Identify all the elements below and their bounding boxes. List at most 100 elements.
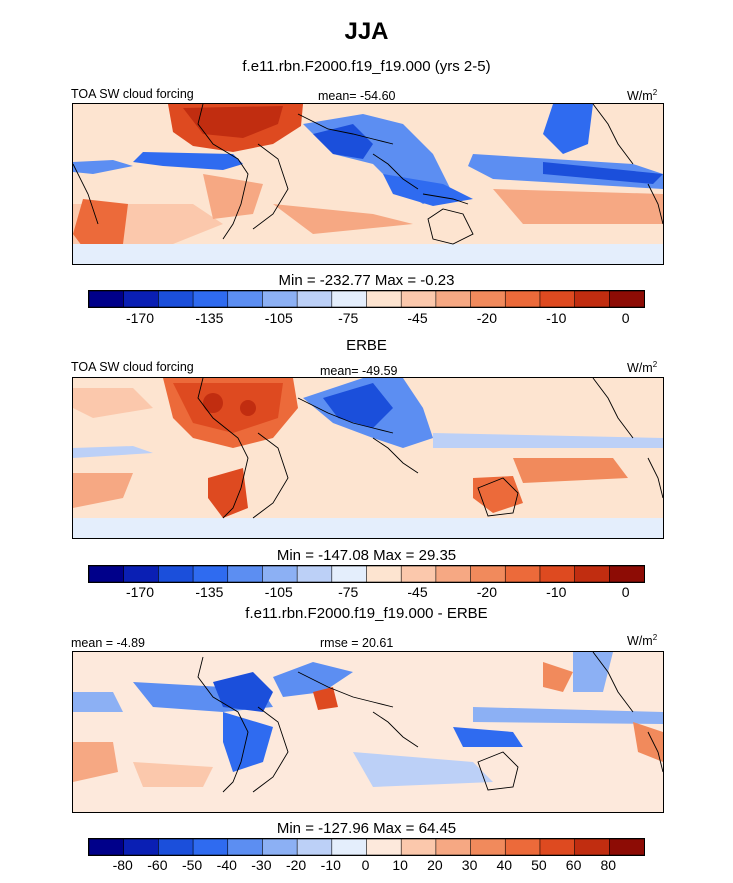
colorbar-tick-2-2: -105 — [264, 584, 293, 600]
colorbar-swatch-3-6 — [296, 839, 333, 855]
panel-2-units: W/m2 — [627, 360, 658, 376]
panel-1-left-label: TOA SW cloud forcing — [71, 87, 194, 101]
colorbar-swatch-1-5 — [262, 291, 298, 307]
colorbar-swatch-3-10 — [435, 839, 472, 855]
colorbar-swatch-1-4 — [227, 291, 264, 307]
colorbar-swatch-3-4 — [227, 839, 264, 855]
colorbar-swatch-1-10 — [435, 291, 472, 307]
colorbar-tick-3-1: -60 — [147, 857, 168, 873]
colorbar-tick-1-6: -10 — [546, 310, 567, 326]
panel-2-colorbar-svg — [89, 566, 644, 582]
colorbar-swatch-3-8 — [366, 839, 402, 855]
colorbar-tick-3-12: 50 — [531, 857, 547, 873]
colorbar-tick-1-0: -170 — [125, 310, 155, 326]
colorbar-swatch-2-6 — [296, 566, 333, 582]
colorbar-swatch-3-13 — [539, 839, 576, 855]
panel-1-colorbar-svg — [89, 291, 644, 307]
colorbar-tick-3-4: -30 — [251, 857, 272, 873]
colorbar-swatch-1-9 — [400, 291, 437, 307]
colorbar-swatch-1-12 — [504, 291, 541, 307]
colorbar-swatch-2-12 — [504, 566, 541, 582]
colorbar-tick-1-1: -135 — [195, 310, 224, 326]
colorbar-swatch-2-13 — [539, 566, 576, 582]
colorbar-tick-3-2: -50 — [181, 857, 203, 873]
colorbar-swatch-1-2 — [158, 291, 194, 307]
colorbar-tick-3-10: 30 — [461, 857, 478, 873]
colorbar-swatch-2-1 — [123, 566, 160, 582]
colorbar-tick-3-14: 80 — [600, 857, 617, 873]
colorbar-swatch-1-11 — [470, 291, 507, 307]
panel-1-colorbar — [88, 290, 645, 308]
colorbar-swatch-1-15 — [609, 291, 644, 307]
colorbar-swatch-2-15 — [609, 566, 644, 582]
colorbar-swatch-2-7 — [331, 566, 368, 582]
colorbar-tick-3-0: -80 — [112, 857, 133, 873]
colorbar-swatch-3-12 — [504, 839, 541, 855]
panel-1-map — [72, 103, 664, 265]
colorbar-swatch-3-11 — [470, 839, 507, 855]
colorbar-tick-1-7: 0 — [621, 310, 630, 326]
panel-1-title: f.e11.rbn.F2000.f19_f19.000 (yrs 2-5) — [242, 58, 491, 75]
figure-title: JJA — [344, 18, 389, 45]
colorbar-swatch-2-0 — [89, 566, 125, 582]
colorbar-swatch-2-2 — [158, 566, 194, 582]
colorbar-tick-3-8: 10 — [392, 857, 408, 873]
colorbar-swatch-2-4 — [227, 566, 264, 582]
colorbar-tick-1-2: -105 — [264, 310, 293, 326]
colorbar-swatch-3-15 — [609, 839, 644, 855]
colorbar-swatch-2-14 — [574, 566, 611, 582]
colorbar-tick-1-5: -20 — [476, 310, 497, 326]
colorbar-swatch-1-3 — [192, 291, 229, 307]
colorbar-swatch-3-14 — [574, 839, 611, 855]
colorbar-swatch-1-13 — [539, 291, 576, 307]
colorbar-swatch-1-7 — [331, 291, 368, 307]
panel-2-mean-label: mean= -49.59 — [320, 364, 398, 378]
colorbar-swatch-2-9 — [400, 566, 437, 582]
colorbar-tick-2-4: -45 — [407, 584, 428, 600]
panel-3-mean-label: mean = -4.89 — [71, 636, 146, 650]
panel-2-left-label: TOA SW cloud forcing — [71, 360, 194, 374]
colorbar-tick-1-4: -45 — [407, 310, 428, 326]
panel-1-minmax: Min = -232.77 Max = -0.23 — [278, 272, 455, 289]
colorbar-tick-3-7: 0 — [361, 857, 370, 873]
colorbar-tick-2-3: -75 — [338, 584, 359, 600]
colorbar-swatch-1-8 — [366, 291, 402, 307]
colorbar-tick-2-7: 0 — [621, 584, 630, 600]
colorbar-tick-3-6: -10 — [320, 857, 341, 873]
panel-1-units: W/m2 — [627, 88, 658, 104]
colorbar-swatch-2-8 — [366, 566, 402, 582]
panel-2-title: ERBE — [346, 337, 387, 354]
colorbar-swatch-2-3 — [192, 566, 229, 582]
colorbar-swatch-1-0 — [89, 291, 125, 307]
colorbar-swatch-3-2 — [158, 839, 194, 855]
colorbar-swatch-1-6 — [296, 291, 333, 307]
panel-3-title: f.e11.rbn.F2000.f19_f19.000 - ERBE — [245, 605, 488, 622]
colorbar-swatch-2-10 — [435, 566, 472, 582]
colorbar-swatch-3-1 — [123, 839, 160, 855]
colorbar-tick-3-5: -20 — [285, 857, 307, 873]
panel-3-minmax: Min = -127.96 Max = 64.45 — [276, 820, 457, 837]
colorbar-swatch-3-0 — [89, 839, 125, 855]
colorbar-swatch-3-3 — [192, 839, 229, 855]
colorbar-swatch-3-9 — [400, 839, 437, 855]
panel-3-rmse-label: rmse = 20.61 — [320, 636, 394, 650]
panel-3-map — [72, 651, 664, 813]
panel-2-minmax: Min = -147.08 Max = 29.35 — [276, 547, 457, 564]
colorbar-swatch-2-5 — [262, 566, 298, 582]
colorbar-tick-2-0: -170 — [125, 584, 155, 600]
colorbar-swatch-3-5 — [262, 839, 298, 855]
colorbar-tick-3-13: 60 — [565, 857, 582, 873]
colorbar-tick-2-5: -20 — [476, 584, 497, 600]
panel-1-mean-label: mean= -54.60 — [318, 89, 396, 103]
colorbar-tick-3-9: 20 — [427, 857, 443, 873]
colorbar-tick-3-3: -40 — [216, 857, 237, 873]
panel-3-colorbar — [88, 838, 645, 856]
panel-2-colorbar — [88, 565, 645, 583]
colorbar-swatch-2-11 — [470, 566, 507, 582]
panel-3-colorbar-svg — [89, 839, 644, 855]
colorbar-tick-1-3: -75 — [338, 310, 359, 326]
colorbar-swatch-1-14 — [574, 291, 611, 307]
colorbar-swatch-1-1 — [123, 291, 160, 307]
colorbar-tick-2-1: -135 — [195, 584, 224, 600]
panel-2-map — [72, 377, 664, 539]
